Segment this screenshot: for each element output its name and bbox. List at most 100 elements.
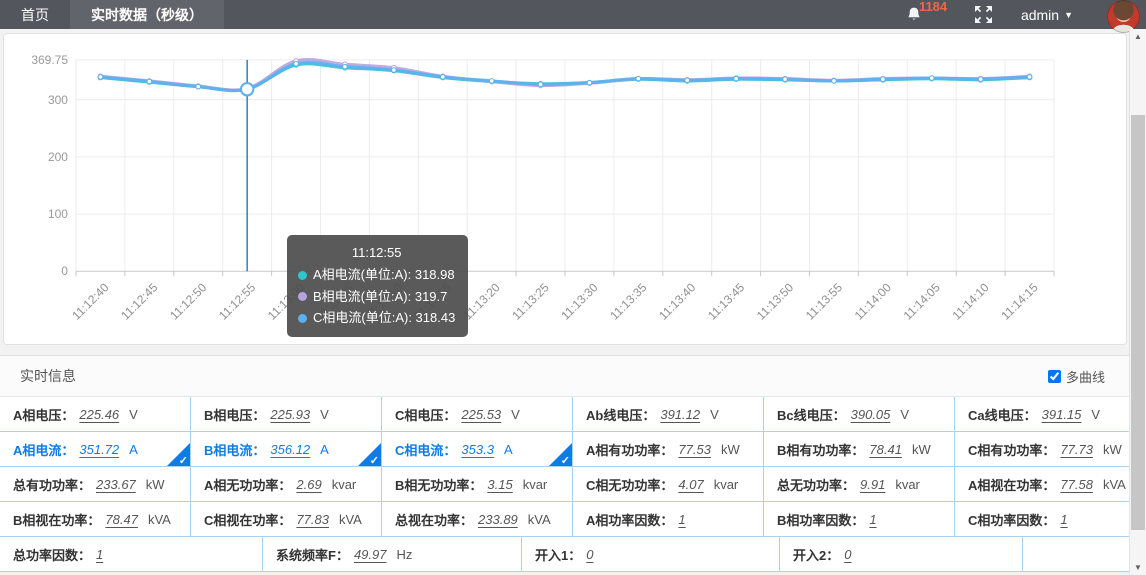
cell-value[interactable]: 391.12 — [660, 406, 701, 422]
info-cell[interactable]: A相视在功率： 77.58 kVA — [955, 467, 1129, 501]
info-cell[interactable]: Ab线电压： 391.12 V — [573, 397, 764, 431]
x-axis-tick-label: 11:14:05 — [901, 280, 944, 322]
cell-value[interactable]: 225.93 — [270, 406, 311, 422]
info-cell[interactable]: 系统频率F： 49.97 Hz — [263, 537, 522, 571]
info-cell[interactable]: 总无功功率： 9.91 kvar — [764, 467, 955, 501]
cell-value[interactable]: 391.15 — [1041, 406, 1082, 422]
cell-value[interactable]: 356.12 — [270, 441, 311, 457]
section-title: 实时信息 — [20, 368, 76, 384]
info-cell[interactable]: B相有功功率： 78.41 kW — [764, 432, 955, 466]
info-cell[interactable]: Ca线电压： 391.15 V — [955, 397, 1129, 431]
cell-value[interactable]: 390.05 — [850, 406, 891, 422]
cell-value[interactable]: 225.46 — [79, 406, 120, 422]
cell-value[interactable]: 351.72 — [79, 441, 120, 457]
info-cell[interactable]: 开入1： 0 — [522, 537, 780, 571]
info-cell[interactable]: B相无功功率： 3.15 kvar — [382, 467, 573, 501]
cell-unit: kW — [911, 441, 931, 457]
multi-curve-toggle[interactable]: 多曲线 — [1047, 367, 1105, 386]
x-axis-tick-label: 11:14:15 — [998, 280, 1041, 322]
info-cell[interactable]: B相电流： 356.12 A ✓ — [191, 432, 382, 466]
info-cell[interactable]: Bc线电压： 390.05 V — [764, 397, 955, 431]
vertical-scrollbar[interactable]: ▲ ▼ — [1129, 29, 1146, 575]
cell-value[interactable]: 4.07 — [678, 476, 704, 492]
cell-unit: kW — [720, 441, 740, 457]
cell-value[interactable]: 1 — [96, 546, 104, 562]
info-cell[interactable]: 总视在功率： 233.89 kVA — [382, 502, 573, 536]
avatar[interactable] — [1107, 0, 1140, 33]
cell-value[interactable]: 77.53 — [678, 441, 711, 457]
info-cell[interactable]: C相电流： 353.3 A ✓ — [382, 432, 573, 466]
cell-value[interactable]: 77.83 — [296, 511, 329, 527]
cell-unit: V — [511, 406, 520, 422]
info-cell[interactable]: A相电流： 351.72 A ✓ — [0, 432, 191, 466]
tooltip-text: B相电流(单位:A): 319.7 — [313, 288, 448, 304]
x-axis-tick-label: 11:13:45 — [705, 280, 748, 322]
fullscreen-button[interactable] — [974, 5, 993, 24]
info-cell[interactable]: B相功率因数： 1 — [764, 502, 955, 536]
cell-label: B相无功功率： — [395, 477, 483, 493]
x-axis-tick-label: 11:14:00 — [852, 280, 895, 322]
info-cell[interactable]: B相电压： 225.93 V — [191, 397, 382, 431]
cell-value[interactable]: 233.89 — [478, 511, 518, 527]
x-axis-tick-label: 11:12:55 — [216, 280, 259, 322]
tooltip-item: B相电流(单位:A): 319.7 — [298, 286, 455, 307]
notification-button[interactable]: 1184 — [906, 0, 947, 23]
tab-realtime-data[interactable]: 实时数据（秒级） — [70, 0, 224, 29]
info-cell[interactable]: C相功率因数： 1 — [955, 502, 1129, 536]
cell-label: B相功率因数： — [777, 512, 865, 528]
cell-value[interactable]: 0 — [844, 546, 852, 562]
info-cell[interactable]: 开入2： 0 — [780, 537, 1023, 571]
cell-value[interactable]: 1 — [678, 511, 686, 527]
cell-value[interactable]: 0 — [586, 546, 594, 562]
user-menu[interactable]: admin ▼ — [1021, 7, 1073, 23]
nav-right: 1184 admin ▼ — [906, 0, 1146, 33]
tooltip-text: A相电流(单位:A): 318.98 — [313, 267, 455, 283]
cell-value[interactable]: 3.15 — [487, 476, 513, 492]
cell-label: C相有功功率： — [968, 442, 1056, 458]
cell-value[interactable]: 77.58 — [1060, 476, 1093, 492]
info-cell[interactable]: C相电压： 225.53 V — [382, 397, 573, 431]
series-dot-icon — [298, 313, 307, 323]
cell-value[interactable]: 1 — [869, 511, 877, 527]
cell-label: A相有功功率： — [586, 442, 674, 458]
cell-value[interactable]: 9.91 — [860, 476, 886, 492]
selected-corner-badge — [167, 443, 190, 466]
info-cell[interactable]: 总功率因数： 1 — [0, 537, 263, 571]
cell-value[interactable]: 78.47 — [105, 511, 138, 527]
info-cell[interactable]: C相无功功率： 4.07 kvar — [573, 467, 764, 501]
info-cell[interactable]: A相电压： 225.46 V — [0, 397, 191, 431]
info-cell[interactable]: B相视在功率： 78.47 kVA — [0, 502, 191, 536]
scrollbar-thumb[interactable] — [1131, 115, 1145, 530]
cell-value[interactable]: 225.53 — [461, 406, 502, 422]
chart-tooltip: 11:12:55 A相电流(单位:A): 318.98 B相电流(单位:A): 3… — [287, 235, 469, 337]
cell-value[interactable]: 78.41 — [869, 441, 902, 457]
cell-value[interactable]: 49.97 — [353, 546, 387, 562]
hovered-data-point — [239, 82, 255, 97]
selected-corner-badge — [549, 443, 572, 466]
realtime-info-section: 实时信息 多曲线 A相电压： 225.46 V B相电压： 225.93 V C相电压： 22… — [0, 355, 1146, 572]
cell-label: B相电流： — [204, 442, 266, 458]
cell-unit: A — [320, 441, 329, 457]
cell-label: Ab线电压： — [586, 407, 656, 423]
cell-value[interactable]: 233.67 — [96, 476, 136, 492]
cell-label: A相无功功率： — [204, 477, 292, 493]
multi-curve-checkbox[interactable] — [1047, 369, 1061, 383]
tooltip-item: A相电流(单位:A): 318.98 — [298, 264, 455, 285]
cell-value[interactable]: 1 — [1060, 511, 1068, 527]
cell-label: C相电压： — [395, 407, 457, 423]
scroll-up-button[interactable]: ▲ — [1134, 32, 1142, 41]
info-cell[interactable]: A相有功功率： 77.53 kW — [573, 432, 764, 466]
cell-value[interactable]: 77.73 — [1060, 441, 1093, 457]
cell-value[interactable]: 2.69 — [296, 476, 322, 492]
info-cell[interactable]: C相有功功率： 77.73 kW — [955, 432, 1129, 466]
info-cell[interactable]: C相视在功率： 77.83 kVA — [191, 502, 382, 536]
info-cell[interactable]: 总有功功率： 233.67 kW — [0, 467, 191, 501]
current-line-chart[interactable]: 0 100 200 300 369.75 11:12:40 11:12:45 11:12:50… — [4, 34, 1126, 344]
scroll-down-button[interactable]: ▼ — [1134, 563, 1142, 572]
info-cell[interactable]: A相无功功率： 2.69 kvar — [191, 467, 382, 501]
notification-count-badge: 1184 — [918, 0, 948, 14]
tab-home[interactable]: 首页 — [21, 6, 49, 23]
info-cell[interactable]: A相功率因数： 1 — [573, 502, 764, 536]
cell-value[interactable]: 353.3 — [461, 441, 494, 457]
cell-label: Ca线电压： — [968, 407, 1037, 423]
